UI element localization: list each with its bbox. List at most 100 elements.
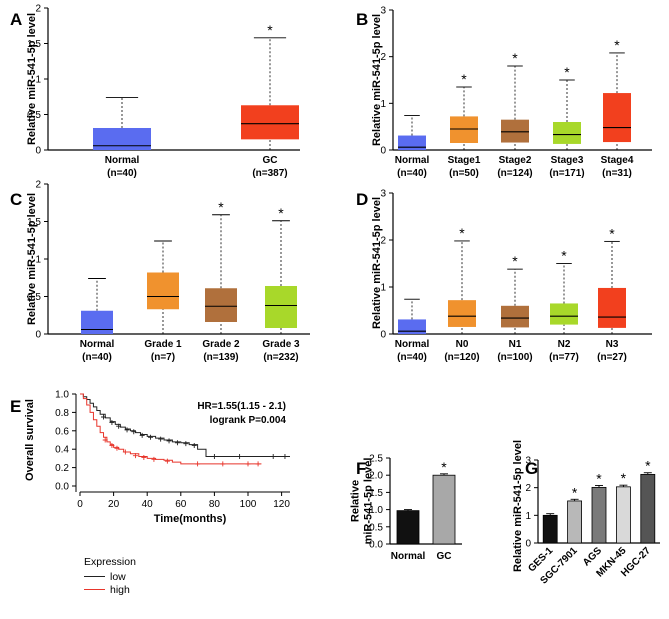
significance-star: * [461,71,467,87]
km-censor-mark [102,437,108,443]
category-count: (n=7) [151,352,175,363]
category-label: Grade 3 [262,339,300,350]
x-tick-label: 40 [142,499,154,510]
box-iqr [93,127,151,150]
category-label: Stage3 [551,155,584,166]
box-n0: * N0 (n=120) [444,225,479,363]
x-tick-label: 20 [108,499,120,510]
box-grade-2: * Grade 2 (n=139) [202,199,240,363]
category-count: (n=40) [82,352,112,363]
km-censor-mark [164,458,170,464]
significance-star: * [267,22,273,38]
legend-title: Expression [84,556,136,568]
box-iqr [501,305,529,328]
box-iqr [450,116,478,143]
panel-label: A [10,10,22,29]
y-axis-title: Relative miR-541-5p level [26,13,38,145]
panel-label: C [10,190,22,209]
category-label: Normal [395,339,430,350]
box-grade-1: Grade 1 (n=7) [144,240,182,363]
bar [616,486,631,544]
x-tick-label: 60 [175,499,187,510]
y-tick-label: 0 [35,146,41,157]
y-tick-label: 2 [35,180,41,191]
category-count: (n=232) [263,352,298,363]
y-tick-label: 3 [525,456,531,467]
category-label: Stage1 [448,155,481,166]
y-tick-label: 1.5 [27,39,41,50]
box-gc: * GC (n=387) [241,22,299,179]
y-tick-label: 2.0 [369,471,383,482]
box-stage1: * Stage1 (n=50) [448,71,481,179]
category-count: (n=171) [549,168,584,179]
y-tick-label: 0.8 [55,408,69,419]
legend-label-low: low [110,571,126,583]
y-tick-label: 0.5 [27,292,41,303]
panel-label: E [10,397,21,416]
category-label: N3 [606,339,619,350]
box-iqr [147,272,179,310]
box-n3: * N3 (n=27) [597,225,627,363]
km-censor-mark [101,414,107,420]
y-tick-label: 1.0 [369,505,383,516]
box-stage3: * Stage3 (n=171) [549,64,584,179]
y-tick-label: 0.2 [55,463,69,474]
y-axis-title-line: miR-541-5p level [362,458,374,545]
bar [542,514,558,544]
km-step-line [80,393,290,458]
km-censor-mark [166,438,172,444]
km-censor-mark [237,454,243,460]
box-iqr [598,287,626,328]
y-tick-label: 0.5 [27,110,41,121]
bar [432,474,456,545]
category-count: (n=100) [497,352,532,363]
logrank-p-text: logrank P=0.004 [210,415,287,426]
category-count: (n=387) [252,168,287,179]
y-axis-title: Overall survival [24,399,36,481]
km-series-high [80,393,262,467]
panel-label: B [356,10,368,29]
y-tick-label: 1 [35,75,41,86]
panel-label: G [525,459,538,478]
box-stage2: * Stage2 (n=124) [497,50,532,179]
box-n1: * N1 (n=100) [497,253,532,363]
box-normal: Normal (n=40) [395,115,430,179]
y-tick-label: 0 [380,146,386,157]
y-tick-label: 1 [380,283,386,294]
km-censor-mark [245,461,251,467]
category-label: Normal [105,155,140,166]
box-iqr [265,286,297,328]
significance-star: * [564,64,570,80]
category-label: N2 [558,339,571,350]
box-iqr [603,93,631,143]
y-tick-label: 2 [380,52,386,63]
category-count: (n=31) [602,168,632,179]
y-tick-label: 0.0 [369,540,383,551]
panel-label: F [356,459,366,478]
category-label: Normal [395,155,430,166]
panel-label: D [356,190,368,209]
category-label: Grade 1 [144,339,182,350]
km-censor-mark [109,420,115,426]
significance-star: * [512,253,518,269]
y-axis-title-line: Relative [350,480,362,522]
y-tick-label: 2 [380,236,386,247]
significance-star: * [609,225,615,241]
significance-star: * [278,205,284,221]
y-tick-label: 0 [525,539,531,550]
panel-e: E 0.0 0.2 0.4 0.6 0.8 1.0 0 20 40 60 80 100 120 Overal… [10,390,290,597]
significance-star: * [459,225,465,241]
category-label: N1 [509,339,522,350]
bar [396,510,420,545]
category-label: Normal [80,339,115,350]
km-censor-mark [151,456,157,462]
km-censor-mark [220,461,226,467]
category-count: (n=40) [397,352,427,363]
km-censor-mark [183,441,189,447]
category-count: (n=50) [449,168,479,179]
category-label: GC [437,551,452,562]
